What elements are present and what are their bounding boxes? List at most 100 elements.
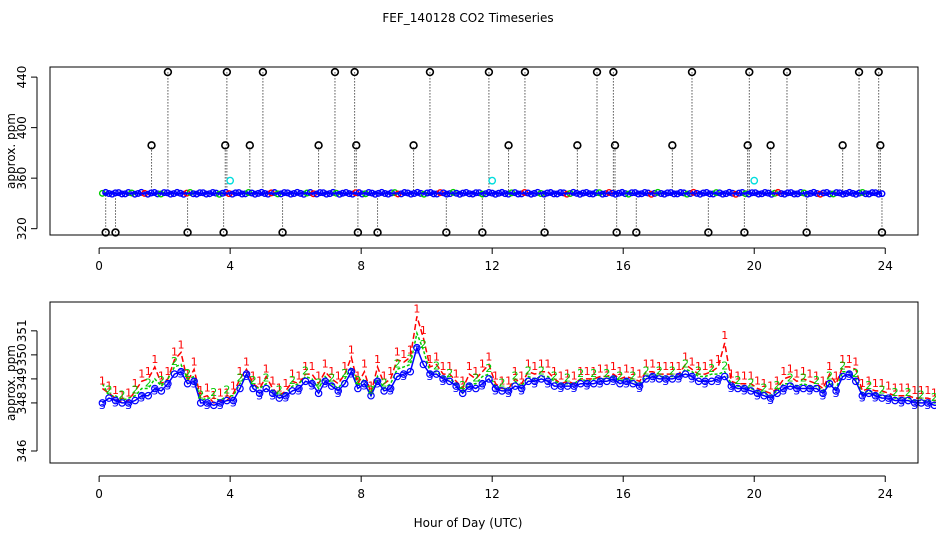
series-3-point [714, 375, 722, 383]
spike-point [838, 141, 847, 150]
series-3-point [229, 396, 238, 405]
series-1-marker: 1 [400, 348, 407, 361]
series-3-marker: 3 [466, 382, 473, 395]
series-2-marker: 2 [630, 369, 637, 382]
series-2-marker: 2 [210, 386, 217, 399]
series-1-marker: 1 [872, 377, 879, 390]
series-1-marker: 1 [394, 346, 401, 359]
series-3-point [386, 384, 395, 393]
spike-point [163, 67, 173, 77]
series-2-marker: 2 [734, 374, 741, 387]
series-3-point [753, 389, 762, 398]
series-1-marker: 1 [105, 379, 112, 392]
series-1-marker: 1 [466, 360, 473, 373]
series-3-marker: 3 [361, 380, 368, 393]
series-1-marker: 1 [898, 382, 905, 395]
series-1-marker: 1 [806, 367, 813, 380]
series-1-marker: 1 [833, 370, 840, 383]
series-1-marker: 1 [557, 370, 564, 383]
series-1-marker: 1 [538, 358, 545, 371]
spike-point [802, 228, 811, 237]
series-1-marker: 1 [623, 362, 630, 375]
series-3-point [216, 399, 225, 407]
series-1-marker: 1 [204, 382, 211, 395]
spike-point [612, 228, 621, 237]
bottom-y-axis-label: approx. ppm [4, 345, 18, 421]
series-1-marker: 1 [734, 370, 741, 383]
bottom-y-tick-label: 348 [15, 391, 29, 414]
series-1-marker: 1 [610, 360, 617, 373]
series-2-marker: 2 [656, 364, 663, 377]
series-2-marker: 2 [433, 360, 440, 373]
series-3-marker: 3 [230, 397, 237, 410]
series-3-point [183, 379, 192, 388]
bottom-x-tick-label: 4 [226, 487, 234, 501]
series-1-marker: 1 [322, 358, 329, 371]
series-3-point [393, 372, 402, 381]
series-2-marker: 2 [512, 369, 519, 382]
series-3-point [642, 375, 650, 383]
series-1-marker: 1 [413, 302, 420, 315]
series-3-line [101, 345, 936, 407]
series-2-marker: 2 [250, 374, 257, 387]
series-3-point [419, 360, 428, 369]
series-2-marker: 2 [826, 369, 833, 382]
series-3-point [511, 382, 519, 390]
series-3-point [904, 396, 912, 405]
series-1-marker: 1 [630, 365, 637, 378]
bottom-x-tick-label: 12 [485, 487, 500, 501]
series-1-marker: 1 [721, 329, 728, 342]
series-1-marker: 1 [440, 360, 447, 373]
series-1-marker: 1 [302, 360, 309, 373]
series-3-point [478, 379, 487, 388]
series-3-point [432, 370, 441, 378]
top-x-tick-label: 8 [357, 259, 365, 273]
bottom-y-tick-label: 351 [15, 319, 29, 342]
series-1-marker: 1 [341, 360, 348, 373]
series-3-point [603, 377, 611, 386]
series-1-marker: 1 [250, 370, 257, 383]
series-3-point [360, 379, 369, 388]
spike-point [740, 228, 749, 237]
series-3-marker: 3 [387, 385, 394, 398]
series-3-point [747, 387, 755, 395]
spike-point [874, 67, 883, 77]
series-3-point [786, 382, 795, 390]
spike-point [632, 228, 641, 237]
series-3-marker: 3 [820, 389, 827, 402]
series-1-marker: 1 [512, 365, 519, 378]
series-1-marker: 1 [164, 365, 171, 378]
top-baseline [98, 188, 886, 198]
series-1-marker: 1 [243, 355, 250, 368]
series-3-point [865, 389, 873, 398]
series-1-marker: 1 [774, 375, 781, 388]
spike-point [330, 67, 340, 77]
series-1-marker: 1 [210, 389, 217, 402]
series-3-point [439, 375, 447, 383]
series-3-marker: 3 [780, 385, 787, 398]
series-3-point [648, 372, 657, 381]
series-1-marker: 1 [924, 384, 931, 397]
series-3-point [151, 384, 159, 393]
series-3-marker: 3 [623, 377, 630, 390]
series-3-point [858, 391, 867, 400]
series-2-marker: 2 [381, 377, 388, 390]
series-1-marker: 1 [525, 358, 532, 371]
highlight-point [226, 176, 235, 185]
series-2-marker: 2 [839, 360, 846, 373]
series-1-marker: 1 [643, 358, 650, 371]
series-1-marker: 1 [361, 358, 368, 371]
series-1-marker: 1 [282, 377, 289, 390]
top-x-tick-label: 4 [226, 259, 234, 273]
bottom-x-tick-label: 24 [878, 487, 893, 501]
spike-point [609, 67, 618, 77]
series-1-marker: 1 [335, 370, 342, 383]
spike-point [877, 228, 887, 237]
series-3-point [845, 370, 854, 378]
series-3-marker: 3 [374, 377, 381, 390]
series-3-marker: 3 [295, 385, 302, 398]
series-3-point [209, 401, 218, 410]
spike-point [745, 67, 754, 77]
series-3-point [485, 375, 493, 383]
series-3-marker: 3 [178, 368, 185, 381]
